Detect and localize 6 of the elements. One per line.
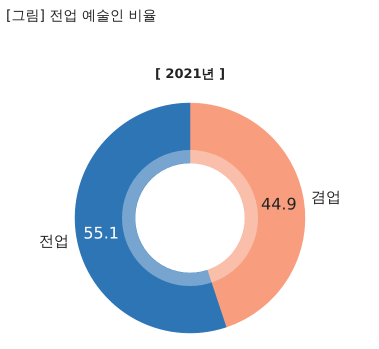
slice-label: 전업	[38, 232, 69, 250]
chart-subtitle: [ 2021년 ]	[154, 67, 226, 82]
slice-label: 겸업	[311, 188, 342, 206]
data-label: 55.1	[83, 223, 119, 242]
chart-title: [그림] 전업 예술인 비율	[6, 8, 156, 24]
data-label: 44.9	[261, 194, 297, 214]
